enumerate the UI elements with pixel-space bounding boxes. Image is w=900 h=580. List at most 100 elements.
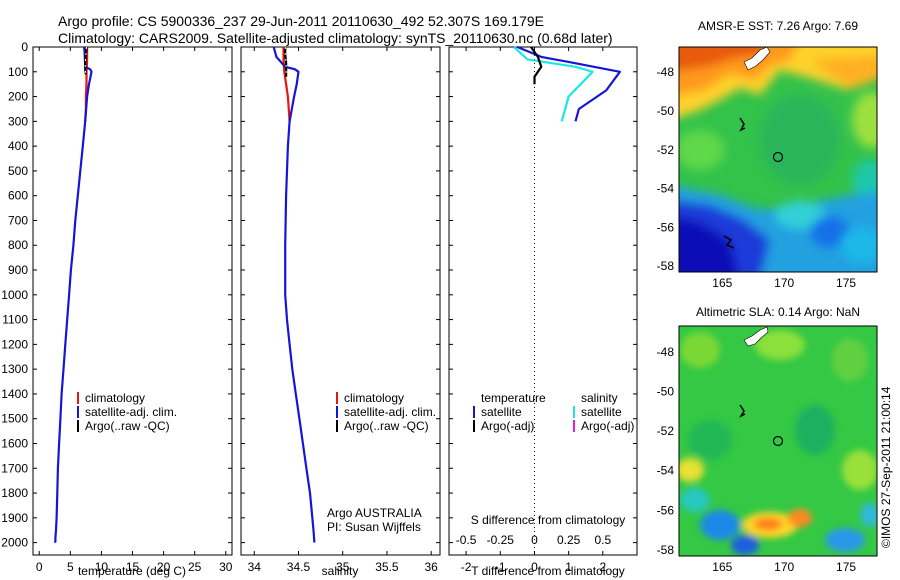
- figure-title: Argo profile: CS 5900336_237 29-Jun-2011…: [58, 13, 544, 29]
- x-tick-label: 0: [36, 560, 43, 574]
- x2-tick-label: 0.5: [594, 533, 611, 547]
- map-x-tick-label: 175: [836, 560, 856, 574]
- x-tick-label: 35: [336, 560, 350, 574]
- map-x-tick-label: 170: [774, 560, 794, 574]
- x-tick-label: 35.5: [375, 560, 399, 574]
- legend-title-salinity: salinity: [581, 391, 618, 405]
- map-x-tick-label: 170: [774, 276, 794, 290]
- x-tick-label: 25: [188, 560, 202, 574]
- y-tick-label: 300: [8, 114, 28, 128]
- map-y-tick-label: -52: [657, 424, 675, 438]
- legend-label: Argo(..raw -QC): [344, 419, 429, 433]
- x-tick-label: 34: [248, 560, 262, 574]
- x-tick-label: 2: [599, 560, 606, 574]
- argo-float-position-marker: [772, 435, 784, 447]
- legend-label: satellite-adj. clim.: [344, 405, 436, 419]
- y-tick-label: 2000: [1, 536, 28, 550]
- legend-label: Argo(..raw -QC): [85, 419, 170, 433]
- x-tick-label: 1: [565, 560, 572, 574]
- map-y-tick-label: -48: [657, 65, 675, 79]
- x2-tick-label: 0.25: [557, 533, 581, 547]
- y-tick-label: 700: [8, 213, 28, 227]
- sst-map-title: AMSR-E SST: 7.26 Argo: 7.69: [698, 19, 858, 33]
- y-tick-label: 1800: [1, 486, 28, 500]
- x2-tick-label: 0: [531, 533, 538, 547]
- sla-map-title: Altimetric SLA: 0.14 Argo: NaN: [696, 305, 860, 319]
- y-tick-label: 1600: [1, 436, 28, 450]
- map-y-tick-label: -58: [657, 259, 675, 273]
- y-tick-label: 500: [8, 164, 28, 178]
- y-tick-label: 400: [8, 139, 28, 153]
- series-line: [53, 46, 93, 544]
- legend-label: satellite: [481, 405, 522, 419]
- difference-legend: temperature salinity satellite Argo(-adj…: [473, 391, 634, 433]
- x2-tick-label: -0.5: [456, 533, 477, 547]
- sst-map: AMSR-E SST: 7.26 Argo: 7.69: [678, 19, 878, 273]
- map-y-tick-label: -52: [657, 143, 675, 157]
- legend-title-temperature: temperature: [481, 391, 546, 405]
- y-tick-label: 0: [21, 40, 28, 54]
- x-tick-label: 0: [531, 560, 538, 574]
- imos-credit: ©IMOS 27-Sep-2011 21:00:14: [879, 386, 893, 548]
- map-y-tick-label: -56: [657, 503, 675, 517]
- y-tick-label: 1000: [1, 288, 28, 302]
- x-tick-label: 34.5: [287, 560, 311, 574]
- legend-label: Argo(-adj): [581, 419, 634, 433]
- legend-label: climatology: [85, 391, 145, 405]
- x-tick-label: -1: [495, 560, 506, 574]
- map-y-tick-label: -48: [657, 345, 675, 359]
- x-tick-label: 36: [424, 560, 438, 574]
- temperature-plot-area: [32, 46, 233, 556]
- series-line: [282, 47, 291, 122]
- map-x-tick-label: 165: [712, 276, 732, 290]
- y-tick-label: 1400: [1, 387, 28, 401]
- y-tick-label: 1200: [1, 337, 28, 351]
- y-tick-label: 800: [8, 238, 28, 252]
- x-axis-label-salinity: salinity: [322, 564, 359, 578]
- series-dash-overlay: [284, 47, 287, 77]
- argo-float-position-marker: [772, 151, 784, 163]
- legend-label: satellite: [581, 405, 622, 419]
- x-axis-label-temperature: temperature (deg C): [78, 564, 186, 578]
- y-tick-label: 1900: [1, 511, 28, 525]
- map-y-tick-label: -54: [657, 182, 675, 196]
- x2-tick-label: -0.25: [487, 533, 515, 547]
- y-tick-label: 900: [8, 263, 28, 277]
- legend-label: satellite-adj. clim.: [85, 405, 177, 419]
- map-x-tick-label: 165: [712, 560, 732, 574]
- salinity-legend: climatology satellite-adj. clim. Argo(..…: [336, 391, 436, 433]
- x-axis-label-s-difference: S difference from climatology: [471, 513, 626, 527]
- y-tick-label: 1700: [1, 461, 28, 475]
- map-y-tick-label: -58: [657, 543, 675, 557]
- salinity-plot-area: [240, 46, 441, 556]
- x-tick-label: 15: [126, 560, 140, 574]
- x-axis-label-t-difference: T difference from climatology: [471, 564, 625, 578]
- y-tick-label: 1500: [1, 412, 28, 426]
- legend-label: Argo(-adj): [481, 419, 534, 433]
- series-line: [513, 46, 594, 122]
- x-tick-label: 5: [67, 560, 74, 574]
- x-tick-label: 30: [219, 560, 233, 574]
- series-line: [530, 46, 543, 85]
- figure-subtitle: Climatology: CARS2009. Satellite-adjuste…: [58, 30, 613, 46]
- y-tick-label: 1100: [2, 313, 28, 327]
- argo-program-label: Argo AUSTRALIA: [327, 506, 422, 520]
- map-y-tick-label: -54: [657, 464, 675, 478]
- difference-plot-area: [448, 46, 638, 556]
- map-y-tick-label: -56: [657, 220, 675, 234]
- y-tick-label: 1300: [1, 362, 28, 376]
- principal-investigator-label: PI: Susan Wijffels: [327, 520, 421, 534]
- map-y-tick-label: -50: [657, 104, 675, 118]
- x-tick-label: -2: [461, 560, 472, 574]
- sla-map: Altimetric SLA: 0.14 Argo: NaN: [678, 305, 878, 557]
- legend-label: climatology: [344, 391, 404, 405]
- x-tick-label: 10: [95, 560, 109, 574]
- series-line: [516, 45, 622, 122]
- temperature-legend: climatology satellite-adj. clim. Argo(..…: [77, 391, 177, 433]
- x-tick-label: 20: [157, 560, 171, 574]
- y-tick-label: 200: [8, 90, 28, 104]
- series-dash-overlay: [84, 46, 87, 75]
- y-tick-label: 100: [8, 65, 28, 79]
- map-y-tick-label: -50: [657, 384, 675, 398]
